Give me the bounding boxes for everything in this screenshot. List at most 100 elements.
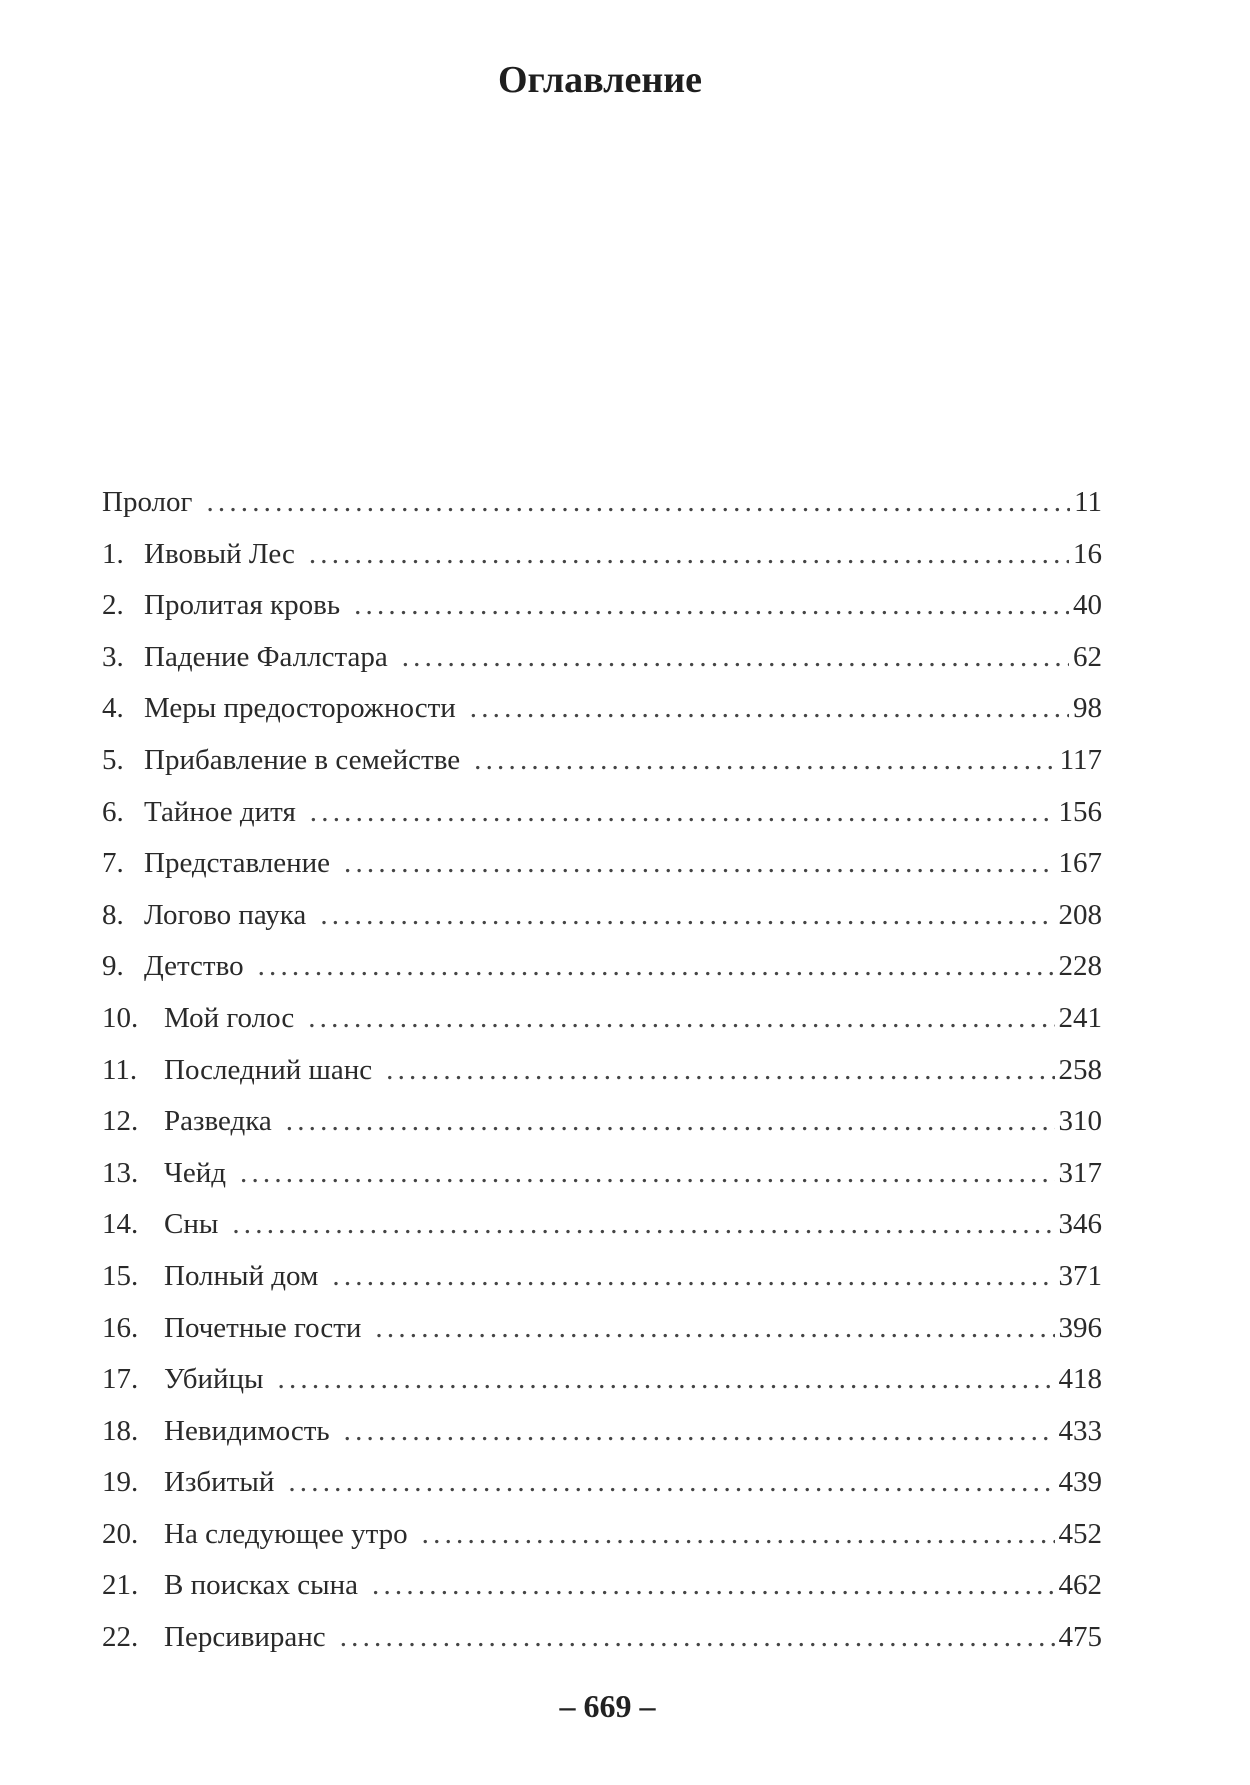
chapter-number: 2. xyxy=(102,589,124,622)
chapter-title: Чейд xyxy=(164,1156,226,1189)
chapter-number: 7. xyxy=(102,847,124,880)
chapter-title: Пролог xyxy=(102,486,193,518)
chapter-number: 14. xyxy=(102,1208,139,1241)
chapter-number: 11. xyxy=(102,1053,138,1086)
chapter-title: Разведка xyxy=(164,1105,272,1138)
dot-leader xyxy=(320,899,1054,932)
chapter-page: 167 xyxy=(1058,847,1103,880)
toc-entry: 15. Полный дом 371 xyxy=(102,1260,1102,1312)
dot-leader xyxy=(308,1002,1054,1035)
chapter-page: 117 xyxy=(1059,743,1102,776)
toc-entry: 3. Падение Фаллстара 62 xyxy=(102,641,1102,693)
dot-leader xyxy=(470,692,1069,725)
dot-leader xyxy=(344,847,1054,880)
chapter-title: На следующее утро xyxy=(164,1517,408,1550)
dot-leader xyxy=(288,1466,1054,1499)
toc-entry: 13. Чейд 317 xyxy=(102,1157,1102,1209)
chapter-page: 310 xyxy=(1058,1105,1103,1138)
chapter-number: 18. xyxy=(102,1414,139,1447)
chapter-number: 13. xyxy=(102,1156,139,1189)
chapter-title: Почетные гости xyxy=(164,1311,362,1344)
dot-leader xyxy=(402,641,1069,674)
chapter-title: В поисках сына xyxy=(164,1569,359,1602)
toc-entry: 10. Мой голос 241 xyxy=(102,1002,1102,1054)
dot-leader xyxy=(332,1260,1054,1293)
chapter-page: 452 xyxy=(1058,1517,1103,1550)
chapter-number: 17. xyxy=(102,1363,139,1396)
toc-entry: 8. Логово паука 208 xyxy=(102,899,1102,951)
dot-leader xyxy=(422,1518,1055,1551)
toc-entry: 16. Почетные гости 396 xyxy=(102,1312,1102,1364)
toc-entry: 6. Тайное дитя 156 xyxy=(102,796,1102,848)
chapter-title: Мой голос xyxy=(164,1001,295,1034)
dot-leader xyxy=(372,1569,1054,1602)
chapter-page: 418 xyxy=(1058,1363,1103,1396)
chapter-page: 208 xyxy=(1058,898,1103,931)
toc-entry: 21. В поисках сына 462 xyxy=(102,1569,1102,1621)
chapter-title: Пролитая кровь xyxy=(144,589,341,622)
chapter-number: 15. xyxy=(102,1259,139,1292)
dot-leader xyxy=(309,538,1069,571)
chapter-number: 6. xyxy=(102,795,124,828)
chapter-title: Логово паука xyxy=(144,898,307,931)
chapter-page: 11 xyxy=(1074,486,1102,518)
chapter-title: Падение Фаллстара xyxy=(144,640,388,673)
page-number: – 669 – xyxy=(559,1688,656,1724)
dot-leader xyxy=(232,1208,1054,1241)
toc-entry: 18. Невидимость 433 xyxy=(102,1415,1102,1467)
chapter-title: Меры предосторожности xyxy=(144,692,456,725)
chapter-title: Избитый xyxy=(164,1466,275,1499)
chapter-page: 396 xyxy=(1058,1311,1103,1344)
toc-entry: 22. Персивиранс 475 xyxy=(102,1621,1102,1673)
chapter-title: Невидимость xyxy=(164,1414,330,1447)
chapter-page: 433 xyxy=(1058,1414,1103,1447)
dot-leader xyxy=(344,1415,1055,1448)
chapter-page: 346 xyxy=(1058,1208,1103,1241)
chapter-number: 9. xyxy=(102,950,124,983)
chapter-number: 21. xyxy=(102,1569,139,1602)
chapter-page: 98 xyxy=(1073,692,1102,725)
chapter-page: 16 xyxy=(1073,537,1102,570)
chapter-page: 241 xyxy=(1058,1001,1103,1034)
chapter-page: 40 xyxy=(1073,589,1102,622)
toc-entry: 1. Ивовый Лес 16 xyxy=(102,538,1102,590)
dot-leader xyxy=(286,1105,1055,1138)
chapter-number: 16. xyxy=(102,1311,139,1344)
chapter-title: Прибавление в семействе xyxy=(144,743,461,776)
chapter-number: 22. xyxy=(102,1621,139,1654)
chapter-page: 228 xyxy=(1058,950,1103,983)
chapter-title: Убийцы xyxy=(164,1363,264,1396)
dot-leader xyxy=(206,486,1070,519)
chapter-page: 475 xyxy=(1058,1621,1103,1654)
chapter-title: Сны xyxy=(164,1208,219,1241)
dot-leader xyxy=(278,1363,1055,1396)
toc-entry: 7. Представление 167 xyxy=(102,847,1102,899)
chapter-number: 1. xyxy=(102,537,124,570)
chapter-page: 317 xyxy=(1058,1156,1103,1189)
chapter-number: 12. xyxy=(102,1105,139,1138)
chapter-title: Последний шанс xyxy=(164,1053,373,1086)
toc-entry: 9. Детство 228 xyxy=(102,950,1102,1002)
chapter-page: 371 xyxy=(1058,1259,1103,1292)
dot-leader xyxy=(340,1621,1055,1654)
toc-entry: 14. Сны 346 xyxy=(102,1208,1102,1260)
page-title: Оглавление xyxy=(497,59,703,101)
toc-entry: 5. Прибавление в семействе 117 xyxy=(102,744,1102,796)
toc-entry: 12. Разведка 310 xyxy=(102,1105,1102,1157)
toc-entry: Пролог 11 xyxy=(102,486,1102,538)
toc-entry: 4. Меры предосторожности 98 xyxy=(102,692,1102,744)
toc-entry: 11. Последний шанс 258 xyxy=(102,1054,1102,1106)
chapter-page: 439 xyxy=(1058,1466,1103,1499)
dot-leader xyxy=(258,950,1055,983)
chapter-page: 156 xyxy=(1058,795,1103,828)
chapter-title: Персивиранс xyxy=(164,1621,326,1654)
toc-entry: 19. Избитый 439 xyxy=(102,1466,1102,1518)
chapter-number: 3. xyxy=(102,640,124,673)
chapter-number: 10. xyxy=(102,1001,139,1034)
chapter-title: Детство xyxy=(144,950,244,983)
chapter-number: 19. xyxy=(102,1466,139,1499)
dot-leader xyxy=(354,589,1069,622)
dot-leader xyxy=(386,1054,1054,1087)
chapter-title: Ивовый Лес xyxy=(144,537,295,570)
chapter-page: 62 xyxy=(1073,640,1102,673)
